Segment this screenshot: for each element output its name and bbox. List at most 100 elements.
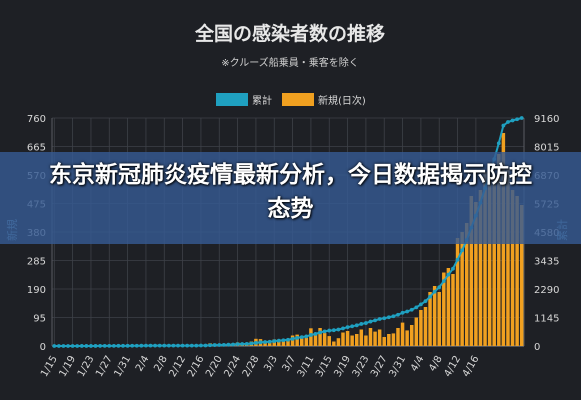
cumulative-point <box>171 343 176 348</box>
bar-daily <box>309 328 313 346</box>
bar-daily <box>515 196 519 346</box>
cumulative-point <box>423 299 428 304</box>
chart-subtitle: ※クルーズ船乗員・乗客を除く <box>221 56 359 69</box>
y-right-tick-label: 2290 <box>534 285 559 296</box>
cumulative-point <box>336 327 341 332</box>
cumulative-point <box>515 117 520 122</box>
cumulative-point <box>519 116 524 120</box>
cumulative-point <box>89 344 93 348</box>
bar-daily <box>318 328 322 346</box>
bar-daily <box>368 328 373 346</box>
bar-daily <box>460 232 464 346</box>
cumulative-point <box>304 334 309 339</box>
cumulative-point <box>70 344 75 348</box>
cumulative-point <box>52 344 57 348</box>
cumulative-point <box>377 317 382 321</box>
cumulative-point <box>405 309 410 314</box>
cumulative-point <box>93 344 98 348</box>
bar-daily <box>506 169 510 346</box>
cumulative-point <box>157 343 162 348</box>
cumulative-point <box>125 343 130 348</box>
bar-daily <box>391 333 396 346</box>
bar-daily <box>345 331 350 346</box>
headline-text: 东京新冠肺炎疫情最新分析，今日数据揭示防控态势 <box>49 162 532 222</box>
y-left-tick-label: 0 <box>40 342 46 353</box>
cumulative-point <box>116 343 121 348</box>
bar-daily <box>414 317 419 346</box>
cumulative-point <box>276 338 281 343</box>
cumulative-point <box>368 319 373 324</box>
legend-swatch-daily <box>282 93 314 106</box>
cumulative-point <box>240 342 245 346</box>
bar-daily <box>373 331 377 346</box>
cumulative-point <box>359 322 364 326</box>
cumulative-point <box>162 343 167 348</box>
bar-daily <box>428 292 432 346</box>
cumulative-point <box>272 339 277 344</box>
legend-label-daily: 新規(日次) <box>318 94 366 107</box>
y-right-tick-label: 8015 <box>534 143 559 154</box>
bar-daily <box>469 196 474 346</box>
cumulative-point <box>506 120 510 124</box>
bar-daily <box>474 202 478 346</box>
cumulative-point <box>244 341 249 346</box>
cumulative-point <box>373 318 377 323</box>
cumulative-point <box>75 344 80 348</box>
bar-daily <box>281 340 286 346</box>
bar-daily <box>483 172 487 346</box>
bar-daily <box>336 338 341 346</box>
bar-daily <box>510 190 515 346</box>
bar-daily <box>322 333 327 346</box>
headline-banner: 东京新冠肺炎疫情最新分析，今日数据揭示防控态势 <box>0 152 581 244</box>
cumulative-point <box>331 328 336 333</box>
bar-daily <box>487 163 492 346</box>
bar-daily <box>419 310 423 346</box>
cumulative-point <box>208 343 212 348</box>
bar-daily <box>304 337 309 346</box>
cumulative-point <box>130 343 135 348</box>
cumulative-point <box>455 257 460 262</box>
bar-daily <box>332 341 336 346</box>
cumulative-point <box>501 123 506 128</box>
cumulative-point <box>121 343 125 348</box>
cumulative-point <box>441 279 446 284</box>
y-right-tick-label: 9160 <box>534 114 559 125</box>
cumulative-point <box>290 336 295 341</box>
bar-daily <box>364 335 368 346</box>
bar-daily <box>354 334 359 346</box>
cumulative-point <box>327 328 332 333</box>
cumulative-point <box>180 343 185 348</box>
cumulative-point <box>61 344 66 348</box>
cumulative-point <box>286 337 290 342</box>
bar-daily <box>423 307 428 346</box>
bar-daily <box>409 325 414 346</box>
cumulative-point <box>66 344 70 348</box>
cumulative-point <box>102 344 107 348</box>
y-left-tick-label: 95 <box>33 314 46 325</box>
cumulative-point <box>386 315 391 320</box>
bar-daily <box>341 332 345 346</box>
cumulative-point <box>299 335 304 339</box>
bar-daily <box>455 238 460 346</box>
cumulative-point <box>111 343 116 348</box>
cumulative-point <box>432 289 437 294</box>
bar-daily <box>405 330 409 346</box>
cumulative-point <box>144 343 148 348</box>
bar-daily <box>327 336 331 346</box>
cumulative-point <box>409 307 414 312</box>
cumulative-point <box>185 343 190 348</box>
cumulative-point <box>199 343 203 348</box>
bar-daily <box>497 154 501 346</box>
cumulative-point <box>231 342 235 347</box>
bar-daily <box>432 286 437 346</box>
bar-daily <box>286 340 290 346</box>
cumulative-point <box>414 305 419 310</box>
cumulative-point <box>295 336 300 340</box>
bar-daily <box>492 178 496 346</box>
cumulative-point <box>249 341 254 346</box>
cumulative-point <box>437 285 442 290</box>
cumulative-point <box>341 326 345 331</box>
y-left-tick-label: 285 <box>27 257 46 268</box>
legend-label-cumulative: 累計 <box>252 94 272 107</box>
